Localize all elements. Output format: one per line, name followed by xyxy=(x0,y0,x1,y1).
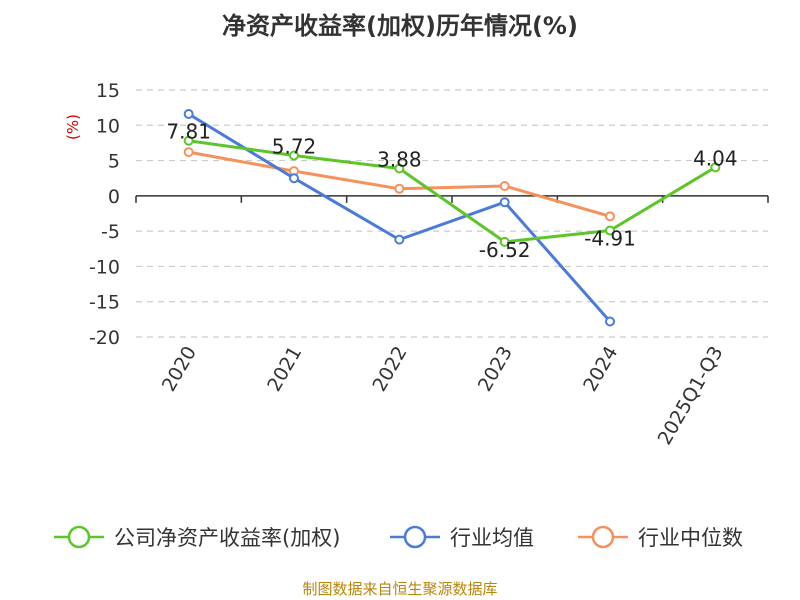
series xyxy=(183,108,721,327)
legend-label: 行业中位数 xyxy=(638,526,743,550)
data-point xyxy=(183,135,194,146)
series-line xyxy=(188,139,717,244)
series-line xyxy=(187,112,612,323)
data-point xyxy=(499,236,510,247)
y-tick-label: -5 xyxy=(101,221,120,243)
legend-swatch-marker xyxy=(67,525,91,549)
data-label: -4.91 xyxy=(584,227,636,251)
data-point xyxy=(183,147,194,158)
data-point xyxy=(183,108,194,119)
x-tick-label: 2020 xyxy=(158,343,201,396)
grid xyxy=(136,89,768,338)
data-label: 7.81 xyxy=(166,120,211,144)
y-tick-label: -15 xyxy=(89,292,120,314)
data-point xyxy=(605,316,615,327)
x-tick-label: 2024 xyxy=(579,343,622,396)
y-tick-label: 15 xyxy=(96,80,120,102)
y-tick-label: -10 xyxy=(89,256,120,278)
y-tick-label: 0 xyxy=(108,186,120,208)
x-tick-label: 2025Q1-Q3 xyxy=(654,343,728,449)
data-labels: 7.81 5.72 3.88 -6.52 -4.91 4.04 xyxy=(166,120,737,262)
legend-label: 行业均值 xyxy=(450,526,534,550)
data-point xyxy=(710,162,721,173)
chart-title: 净资产收益率(加权)历年情况(%) xyxy=(222,12,578,40)
data-point xyxy=(394,234,405,245)
x-tick-label: 2023 xyxy=(474,343,517,396)
data-label: 5.72 xyxy=(272,134,317,158)
data-label: -6.52 xyxy=(479,238,531,262)
data-point xyxy=(605,225,615,236)
data-point xyxy=(394,163,405,174)
x-tick-label: 2022 xyxy=(368,343,411,396)
data-point xyxy=(605,211,615,222)
legend-swatch-marker xyxy=(591,525,615,549)
data-point xyxy=(499,197,510,208)
data-label: 4.04 xyxy=(693,146,738,170)
data-point xyxy=(394,183,405,194)
source-note: 制图数据来自恒生聚源数据库 xyxy=(302,580,497,598)
y-axis-unit: (%) xyxy=(64,114,82,140)
data-label: 3.88 xyxy=(377,147,422,171)
legend-label: 公司净资产收益率(加权) xyxy=(114,526,340,550)
data-point xyxy=(289,173,299,184)
y-tick-label: 5 xyxy=(108,151,120,173)
legend: 公司净资产收益率(加权) 行业均值 行业中位数 xyxy=(54,525,743,550)
y-tick-label: -20 xyxy=(89,327,120,349)
data-point xyxy=(289,150,299,161)
data-point xyxy=(499,180,510,191)
legend-swatch-marker xyxy=(403,525,427,549)
x-tick-label: 2021 xyxy=(263,343,306,396)
y-tick-label: 10 xyxy=(96,115,120,137)
